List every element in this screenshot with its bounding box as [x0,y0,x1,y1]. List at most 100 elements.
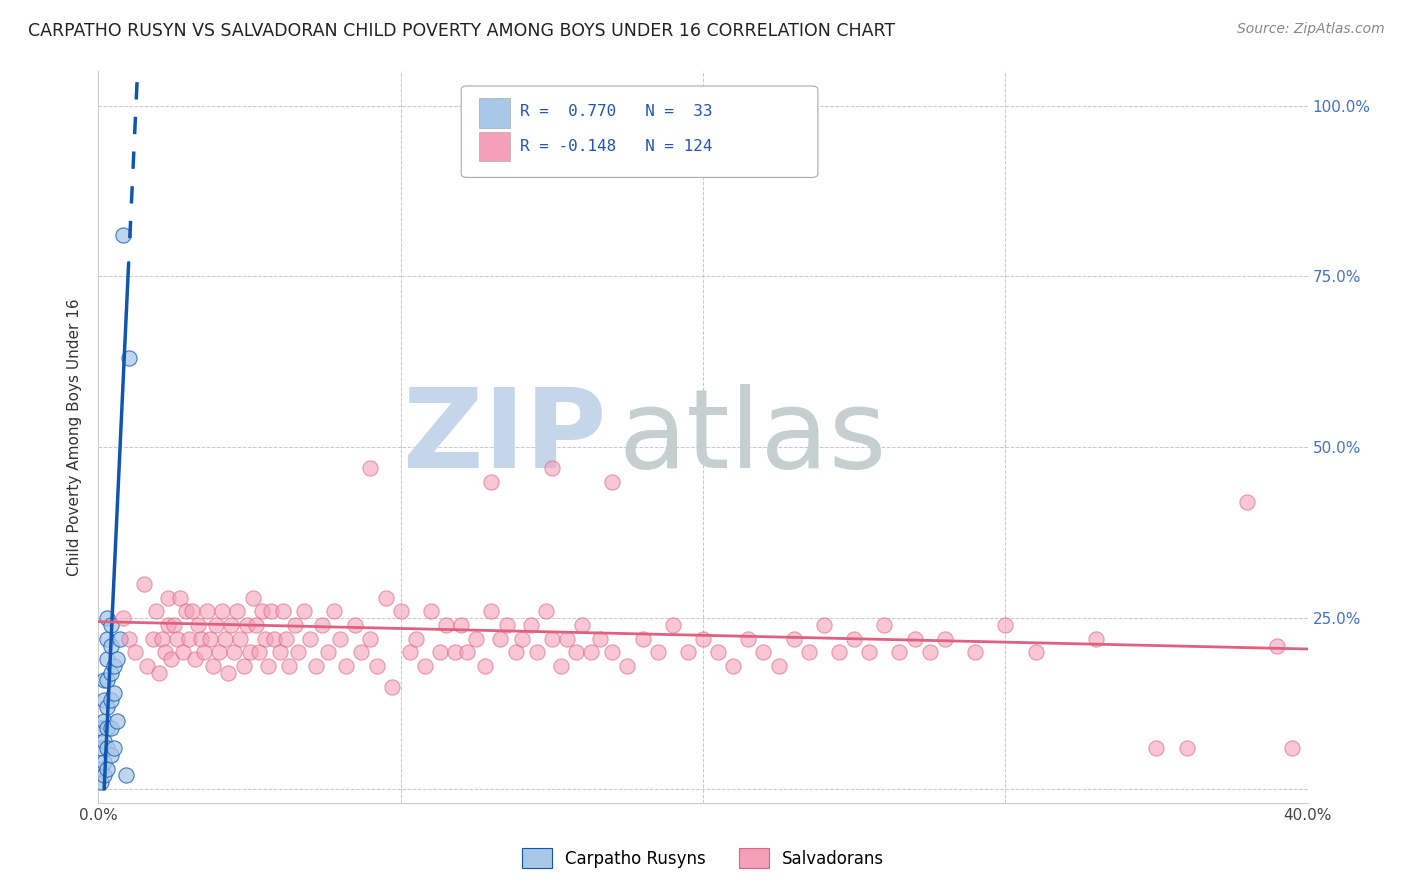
Point [311,618,333,632]
Text: ZIP: ZIP [404,384,606,491]
Point [195,604,218,618]
Point [269,645,291,659]
Text: CARPATHO RUSYN VS SALVADORAN CHILD POVERTY AMONG BOYS UNDER 16 CORRELATION CHART: CARPATHO RUSYN VS SALVADORAN CHILD POVER… [28,22,896,40]
Point [550,659,572,673]
Point [118,351,141,366]
Point [344,618,367,632]
Point [305,659,328,673]
Point [540,632,562,646]
Point [221,618,243,632]
Point [329,632,352,646]
Point [299,632,322,646]
Point [153,645,176,659]
Point [100,665,122,680]
Point [434,618,457,632]
Point [193,645,215,659]
Point [169,591,191,605]
Point [181,604,204,618]
Point [90,741,112,756]
Point [481,475,503,489]
Point [519,618,541,632]
Point [360,632,382,646]
Point [229,632,252,646]
Point [316,645,339,659]
Point [245,618,267,632]
Point [226,604,249,618]
Point [277,659,299,673]
Point [1267,639,1289,653]
Point [1281,741,1303,756]
Point [118,632,141,646]
Point [190,632,212,646]
Point [589,632,612,646]
Point [90,775,112,789]
Point [105,652,128,666]
Point [381,680,404,694]
Point [526,645,548,659]
Point [616,659,638,673]
Point [156,618,179,632]
Point [96,632,118,646]
Point [239,645,262,659]
Point [93,714,115,728]
Point [256,659,278,673]
Point [287,645,309,659]
Text: atlas: atlas [619,384,887,491]
Point [918,645,941,659]
Point [184,652,207,666]
Point [96,611,118,625]
Point [797,645,820,659]
Point [1236,495,1258,509]
Point [105,714,128,728]
Point [510,632,533,646]
Point [389,604,412,618]
Point [676,645,699,659]
Point [994,618,1017,632]
Point [148,665,170,680]
Point [465,632,488,646]
Point [707,645,730,659]
Point [450,618,472,632]
Point [172,645,194,659]
Point [429,645,451,659]
Point [96,652,118,666]
Point [444,645,467,659]
Point [200,632,222,646]
Point [420,604,443,618]
Point [90,762,112,776]
Point [495,618,517,632]
Point [93,693,115,707]
Point [737,632,759,646]
Point [111,228,134,243]
Point [768,659,790,673]
Text: R =  0.770   N =  33: R = 0.770 N = 33 [520,104,713,120]
Point [93,768,115,782]
Point [292,604,315,618]
Point [456,645,478,659]
Point [145,604,167,618]
Point [202,659,225,673]
Legend: Carpatho Rusyns, Salvadorans: Carpatho Rusyns, Salvadorans [515,841,891,875]
Point [205,618,228,632]
Point [163,618,186,632]
Point [934,632,956,646]
Point [103,741,125,756]
Point [96,700,118,714]
Point [150,632,173,646]
Point [284,618,307,632]
Point [156,591,179,605]
Point [274,632,297,646]
Point [211,604,233,618]
Point [602,645,624,659]
Point [534,604,557,618]
Point [904,632,927,646]
Point [187,618,209,632]
Point [360,460,382,475]
Point [96,721,118,735]
Point [374,591,396,605]
FancyBboxPatch shape [479,98,509,128]
Point [692,632,714,646]
Point [232,659,254,673]
Point [135,659,157,673]
Point [398,645,420,659]
